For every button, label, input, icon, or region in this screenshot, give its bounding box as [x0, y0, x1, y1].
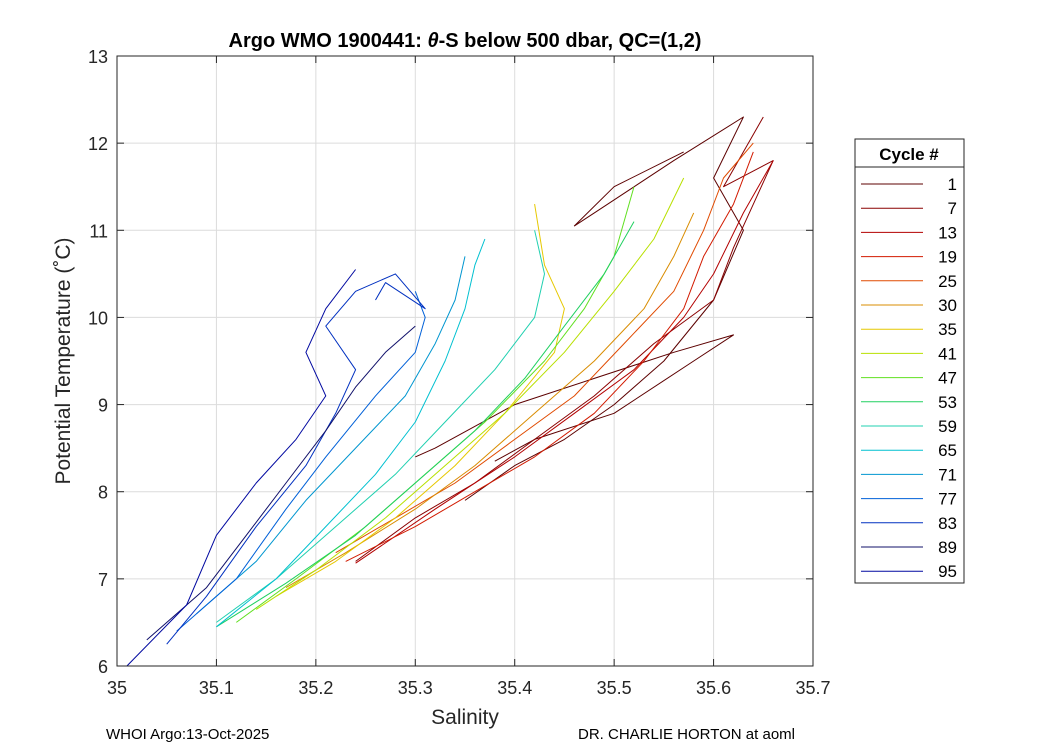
series-line-cycle-59: [216, 230, 545, 623]
y-tick-label: 13: [88, 47, 108, 67]
series-line-cycle-53: [216, 221, 635, 628]
x-tick-label: 35.3: [398, 678, 433, 698]
series-line-cycle-13: [355, 160, 774, 564]
series-line-cycle-77: [176, 291, 426, 632]
x-tick-label: 35.7: [795, 678, 830, 698]
legend-items: 1 7 13 19 25 30 35 41 47 53 59 65 71 77 83 89 95: [861, 175, 957, 581]
legend-label: 53: [938, 393, 957, 412]
legend-box: [854, 166, 965, 584]
plot-frame: [116, 55, 814, 667]
x-axis-label: Salinity: [431, 706, 499, 729]
legend-label: 1: [948, 175, 957, 194]
legend-label: 71: [938, 465, 957, 484]
footer-left: WHOI Argo:13-Oct-2025: [106, 726, 270, 743]
y-tick-labels: 6 7 8 9 10 11 12 13: [88, 47, 108, 677]
x-tick-label: 35.2: [298, 678, 333, 698]
legend-title: Cycle #: [879, 145, 939, 164]
series-line-cycle-95: [126, 269, 356, 667]
legend-label: 41: [938, 344, 957, 363]
series-line-cycle-89: [146, 325, 416, 641]
series-lines: [126, 116, 774, 667]
series-line-cycle-7: [355, 116, 774, 562]
series-line-cycle-30: [285, 212, 695, 589]
legend-label: 25: [938, 272, 957, 291]
y-tick-label: 11: [89, 221, 108, 241]
legend-label: 65: [938, 441, 957, 460]
legend-label: 95: [938, 562, 957, 581]
legend-label: 13: [938, 223, 957, 242]
legend-label: 30: [938, 296, 957, 315]
series-line-cycle-1: [464, 116, 744, 501]
legend-label: 59: [938, 417, 957, 436]
legend: Cycle # 1 7 13 19 25 30 35 41 47 53 59 65 71 77 83 89 95: [854, 138, 965, 584]
chart-title: Argo WMO 1900441: θ-S below 500 dbar, QC…: [229, 30, 702, 52]
legend-label: 47: [938, 369, 957, 388]
series-line-cycle-19: [345, 151, 754, 562]
legend-title-box: [854, 138, 965, 168]
y-tick-label: 6: [98, 657, 108, 677]
legend-label: 77: [938, 490, 957, 509]
y-axis-label: Potential Temperature (˚C): [52, 237, 75, 484]
legend-label: 19: [938, 248, 957, 267]
footer-right: DR. CHARLIE HORTON at aoml: [578, 726, 795, 743]
y-tick-label: 8: [98, 483, 108, 503]
y-tick-label: 9: [98, 396, 108, 416]
x-tick-label: 35.4: [497, 678, 532, 698]
series-line-cycle-65: [216, 238, 486, 628]
y-tick-label: 12: [88, 134, 108, 154]
series-line-cycle-41: [255, 177, 685, 610]
series-line-cycle-25: [335, 142, 754, 554]
plot-area: [117, 56, 813, 666]
x-tick-labels: 35 35.1 35.2 35.3 35.4 35.5 35.6 35.7: [107, 678, 831, 698]
series-line-cycle-83: [166, 273, 426, 645]
series-line-cycle-1: [415, 334, 734, 462]
series-line-cycle-71: [196, 256, 466, 615]
legend-label: 89: [938, 538, 957, 557]
x-tick-label: 35.5: [597, 678, 632, 698]
legend-label: 83: [938, 514, 957, 533]
legend-label: 7: [948, 199, 957, 218]
y-tick-label: 7: [98, 570, 108, 590]
legend-label: 35: [938, 320, 957, 339]
x-tick-label: 35.6: [696, 678, 731, 698]
y-tick-label: 10: [88, 308, 108, 328]
x-tick-label: 35.1: [199, 678, 234, 698]
x-tick-label: 35: [107, 678, 127, 698]
